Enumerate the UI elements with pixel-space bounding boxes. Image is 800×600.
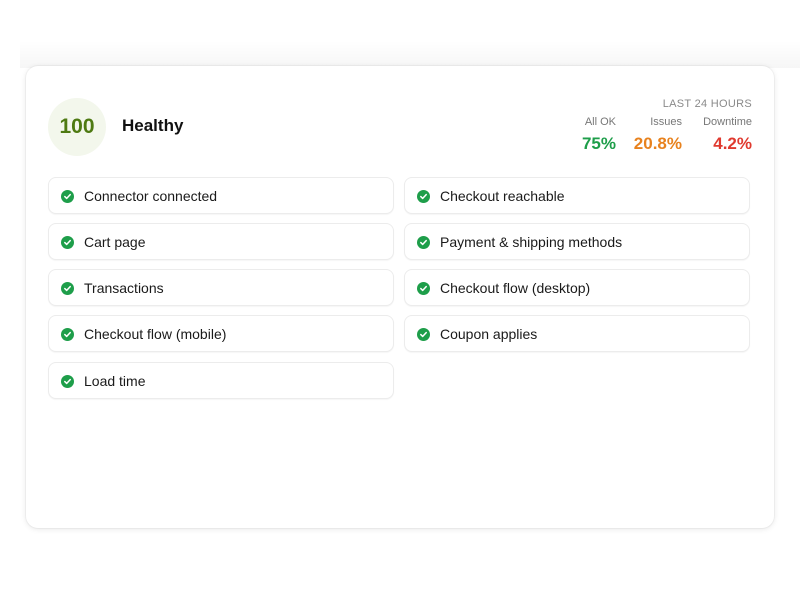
check-item-transactions[interactable]: Transactions [48, 269, 394, 306]
metric-all-ok: All OK 75% [582, 116, 616, 154]
check-label: Checkout reachable [440, 188, 565, 204]
check-item-cart-page[interactable]: Cart page [48, 223, 394, 260]
metric-downtime-label: Downtime [703, 116, 752, 128]
check-circle-icon [61, 190, 74, 203]
check-circle-icon [417, 236, 430, 249]
check-circle-icon [61, 282, 74, 295]
metric-all-ok-value: 75% [581, 134, 616, 153]
check-label: Payment & shipping methods [440, 234, 623, 250]
metric-downtime-value: 4.2% [713, 134, 752, 153]
check-item-connector-connected[interactable]: Connector connected [48, 177, 394, 214]
check-circle-icon [61, 375, 74, 388]
check-circle-icon [417, 328, 430, 341]
check-label: Load time [84, 373, 146, 389]
check-label: Checkout flow (desktop) [440, 280, 591, 296]
check-item-checkout-flow-desktop[interactable]: Checkout flow (desktop) [404, 269, 750, 306]
health-score-badge: 100 [48, 98, 106, 156]
check-circle-icon [417, 190, 430, 203]
check-label: Connector connected [84, 188, 218, 204]
check-circle-icon [61, 236, 74, 249]
check-item-checkout-flow-mobile[interactable]: Checkout flow (mobile) [48, 315, 394, 352]
check-item-coupon-applies[interactable]: Coupon applies [404, 315, 750, 352]
metric-issues: Issues 20.8% [634, 116, 682, 154]
check-label: Transactions [84, 280, 164, 296]
metric-issues-value: 20.8% [633, 134, 682, 153]
check-circle-icon [417, 282, 430, 295]
metric-issues-label: Issues [650, 116, 682, 128]
health-card: 100 Healthy LAST 24 HOURS All OK 75% Iss… [26, 66, 774, 528]
period-label: LAST 24 HOURS [662, 98, 752, 110]
health-status-label: Healthy [122, 116, 184, 135]
check-item-payment-shipping[interactable]: Payment & shipping methods [404, 223, 750, 260]
check-label: Coupon applies [440, 326, 538, 342]
check-item-load-time[interactable]: Load time [48, 362, 394, 399]
check-label: Checkout flow (mobile) [84, 326, 227, 342]
check-circle-icon [61, 328, 74, 341]
metric-downtime: Downtime 4.2% [703, 116, 752, 154]
metric-all-ok-label: All OK [584, 116, 616, 128]
check-item-checkout-reachable[interactable]: Checkout reachable [404, 177, 750, 214]
header-shadow [20, 40, 800, 68]
check-label: Cart page [84, 234, 146, 250]
